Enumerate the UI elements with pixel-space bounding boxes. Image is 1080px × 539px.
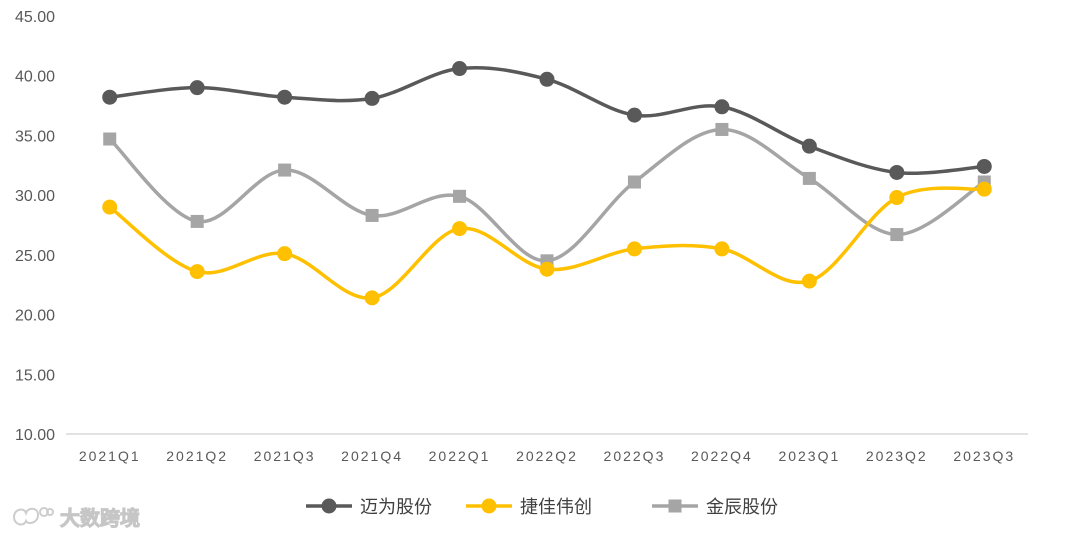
data-point: [889, 164, 905, 180]
data-point: [364, 90, 380, 106]
data-point: [802, 171, 816, 185]
x-tick-label: 2023Q3: [953, 448, 1015, 464]
data-point: [365, 208, 379, 222]
data-point: [976, 181, 992, 197]
x-tick-label: 2022Q3: [604, 448, 666, 464]
y-tick-label: 45.00: [15, 9, 55, 26]
legend-item: 金辰股份: [652, 497, 778, 518]
legend-swatch-marker: [668, 499, 682, 513]
data-point: [976, 158, 992, 174]
x-tick-label: 2021Q2: [166, 448, 228, 464]
data-point: [801, 273, 817, 289]
data-point: [714, 241, 730, 257]
x-tick-label: 2022Q2: [516, 448, 578, 464]
legend-swatch-marker: [481, 498, 497, 514]
data-point: [278, 163, 292, 177]
data-point: [889, 190, 905, 206]
x-tick-label: 2023Q1: [778, 448, 840, 464]
data-point: [103, 132, 117, 146]
data-point: [627, 175, 641, 189]
y-axis-ticks: 10.00 15.00 20.00 25.00 30.00 35.00 40.00 45.00: [15, 9, 55, 444]
data-point: [190, 214, 204, 228]
data-point: [452, 221, 468, 237]
data-point: [539, 71, 555, 87]
legend-label: 金辰股份: [706, 497, 778, 518]
x-tick-label: 2022Q4: [691, 448, 753, 464]
series-markers: [102, 61, 992, 306]
y-tick-label: 15.00: [15, 367, 55, 384]
y-tick-label: 30.00: [15, 188, 55, 205]
x-tick-label: 2021Q3: [254, 448, 316, 464]
data-point: [452, 61, 468, 77]
data-point: [277, 246, 293, 262]
data-point: [189, 264, 205, 280]
data-point: [626, 241, 642, 257]
data-point: [102, 199, 118, 215]
series-line: [107, 186, 987, 300]
y-tick-label: 10.00: [15, 427, 55, 444]
y-tick-label: 25.00: [15, 248, 55, 265]
legend-item: 迈为股份: [306, 497, 432, 518]
legend-item: 捷佳伟创: [466, 497, 592, 518]
watermark: 大数跨境: [10, 502, 141, 531]
data-point: [102, 89, 118, 105]
brand-logo-icon: [12, 506, 54, 525]
x-tick-label: 2021Q4: [341, 448, 403, 464]
watermark-text: 大数跨境: [60, 506, 141, 531]
data-point: [277, 89, 293, 105]
data-point: [801, 138, 817, 154]
data-point: [189, 80, 205, 96]
x-tick-label: 2021Q1: [79, 448, 141, 464]
data-point: [890, 228, 904, 242]
x-tick-label: 2022Q1: [429, 448, 491, 464]
y-tick-label: 40.00: [15, 69, 55, 86]
x-axis-ticks: 2021Q1 2021Q2 2021Q3 2021Q4 2022Q1 2022Q2 2022…: [79, 448, 1015, 464]
legend-label: 捷佳伟创: [520, 497, 592, 518]
y-tick-label: 20.00: [15, 308, 55, 325]
data-point: [714, 99, 730, 115]
y-tick-label: 35.00: [15, 128, 55, 145]
x-tick-label: 2023Q2: [866, 448, 928, 464]
legend-label: 迈为股份: [360, 497, 432, 518]
data-point: [453, 189, 467, 203]
legend-swatch-marker: [321, 498, 337, 514]
data-point: [715, 122, 729, 136]
data-point: [364, 290, 380, 306]
data-point: [626, 107, 642, 123]
legend: 迈为股份 捷佳伟创 金辰股份: [306, 497, 778, 518]
data-point: [539, 261, 555, 277]
